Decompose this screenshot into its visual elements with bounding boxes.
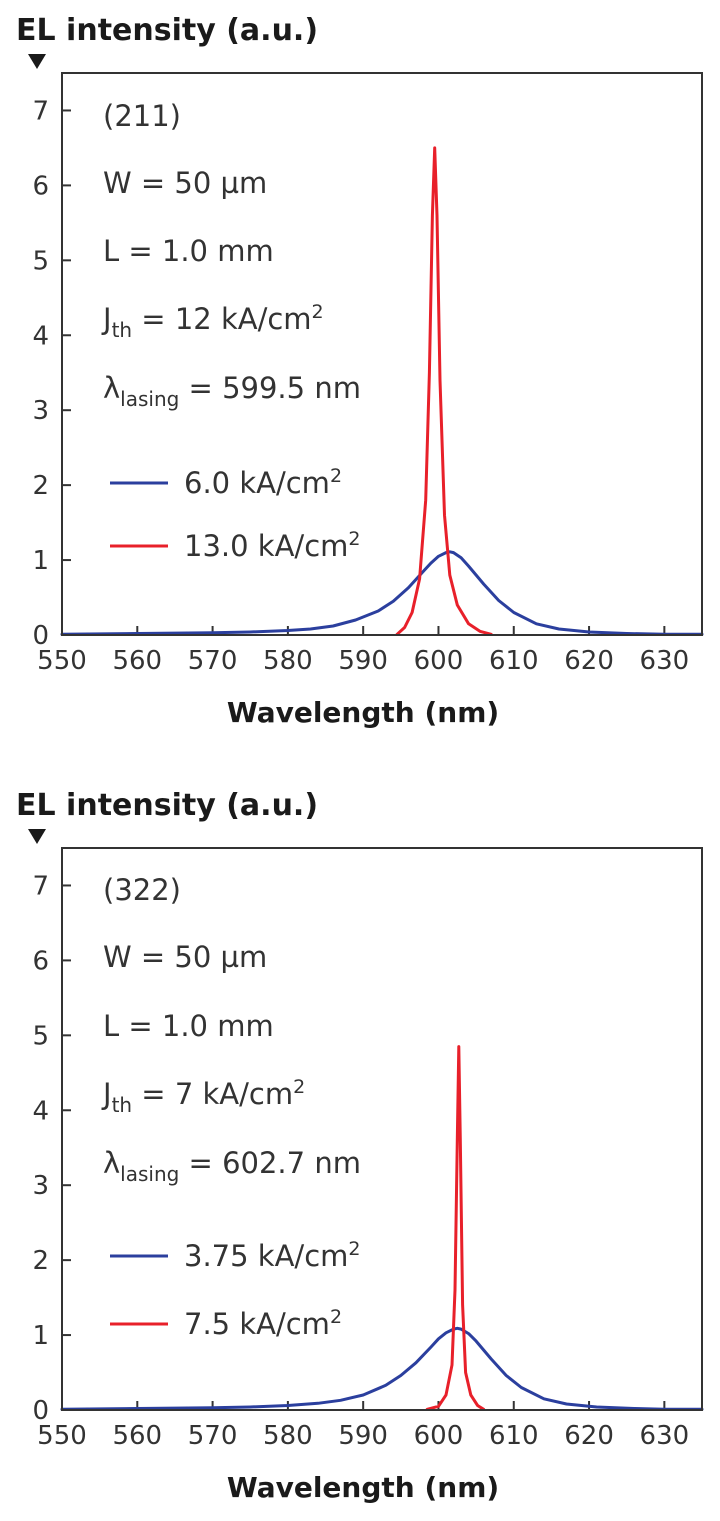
x-tick-label: 580 [263, 646, 313, 676]
x-tick-label: 550 [37, 1421, 87, 1451]
legend-superscript: 2 [330, 1306, 342, 1328]
lambda-value: = 599.5 nm [179, 371, 361, 405]
length-annotation: L = 1.0 mm [103, 234, 274, 268]
y-tick-label: 6 [32, 946, 49, 976]
x-tick-label: 620 [564, 1421, 614, 1451]
y-tick-label: 3 [32, 1171, 49, 1201]
x-tick-label: 600 [414, 646, 464, 676]
series-line-low-current [60, 1326, 704, 1411]
y-tick-label: 5 [32, 246, 49, 276]
sample-label: (322) [103, 873, 181, 907]
width-annotation: W = 50 µm [103, 940, 267, 974]
x-tick-label: 630 [640, 646, 690, 676]
legend-label-high: 13.0 kA/cm2 [184, 528, 360, 563]
threshold-value: = 7 kA/cm [132, 1077, 293, 1111]
y-tick-label: 0 [32, 1396, 49, 1426]
threshold-subscript: th [112, 318, 133, 342]
y-tick-label: 7 [32, 96, 49, 126]
y-tick-label: 0 [32, 621, 49, 651]
legend-text: 13.0 kA/cm [184, 529, 348, 563]
y-tick-label: 7 [32, 871, 49, 901]
y-tick-label: 2 [32, 471, 49, 501]
x-tick-label: 560 [112, 1421, 162, 1451]
threshold-symbol: J [101, 302, 112, 336]
threshold-superscript: 2 [293, 1076, 305, 1098]
y-tick-label: 1 [32, 546, 49, 576]
legend-label-low: 3.75 kA/cm2 [184, 1238, 360, 1273]
x-axis-label: Wavelength (nm) [227, 696, 499, 729]
x-tick-label: 580 [263, 1421, 313, 1451]
y-axis-arrow-icon [28, 829, 46, 844]
lambda-symbol: λ [103, 1146, 120, 1180]
lambda-subscript: lasing [120, 1162, 179, 1186]
lambda-value: = 602.7 nm [179, 1146, 361, 1180]
x-tick-label: 610 [489, 1421, 539, 1451]
threshold-superscript: 2 [312, 301, 324, 323]
length-annotation: L = 1.0 mm [103, 1009, 274, 1043]
legend-text: 6.0 kA/cm [184, 466, 330, 500]
x-tick-label: 610 [489, 646, 539, 676]
x-tick-label: 620 [564, 646, 614, 676]
legend-text: 3.75 kA/cm [184, 1239, 348, 1273]
chart-panel-322: EL intensity (a.u.) 0 1 2 3 4 5 6 7 550 560 570 580… [16, 788, 704, 1504]
y-tick-label: 4 [32, 321, 49, 351]
threshold-symbol: J [101, 1077, 112, 1111]
x-tick-label: 590 [338, 646, 388, 676]
x-tick-label: 560 [112, 646, 162, 676]
width-annotation: W = 50 µm [103, 166, 267, 200]
y-axis-label: EL intensity (a.u.) [16, 13, 318, 48]
threshold-annotation: Jth = 12 kA/cm2 [101, 301, 324, 342]
x-tick-label: 570 [188, 1421, 238, 1451]
plot-frame [61, 72, 703, 636]
lambda-subscript: lasing [120, 387, 179, 411]
y-tick-label: 1 [32, 1321, 49, 1351]
legend-superscript: 2 [330, 465, 342, 487]
chart-panel-211: EL intensity (a.u.) 0 1 2 3 4 5 6 7 550 560 570 580… [16, 13, 704, 729]
x-tick-label: 590 [338, 1421, 388, 1451]
sample-label: (211) [103, 99, 181, 133]
y-tick-label: 5 [32, 1021, 49, 1051]
x-tick-label: 570 [188, 646, 238, 676]
threshold-subscript: th [112, 1093, 133, 1117]
lambda-symbol: λ [103, 371, 120, 405]
legend-label-high: 7.5 kA/cm2 [184, 1306, 342, 1341]
plot-frame [61, 847, 703, 1411]
legend-label-low: 6.0 kA/cm2 [184, 465, 342, 500]
lasing-wavelength-annotation: λlasing = 599.5 nm [103, 371, 361, 411]
y-tick-label: 2 [32, 1246, 49, 1276]
lasing-wavelength-annotation: λlasing = 602.7 nm [103, 1146, 361, 1186]
series-line-low-current [60, 550, 704, 636]
legend-superscript: 2 [348, 1238, 360, 1260]
y-axis-arrow-icon [28, 54, 46, 69]
x-tick-label: 630 [640, 1421, 690, 1451]
x-axis-label: Wavelength (nm) [227, 1471, 499, 1504]
threshold-annotation: Jth = 7 kA/cm2 [101, 1076, 305, 1117]
y-tick-label: 6 [32, 171, 49, 201]
legend-superscript: 2 [348, 528, 360, 550]
series-line-high-current [425, 1045, 486, 1411]
legend-text: 7.5 kA/cm [184, 1307, 330, 1341]
threshold-value: = 12 kA/cm [132, 302, 311, 336]
x-tick-label: 600 [414, 1421, 464, 1451]
series-line-high-current [395, 146, 493, 636]
y-tick-label: 4 [32, 1096, 49, 1126]
y-axis-label: EL intensity (a.u.) [16, 788, 318, 823]
y-tick-label: 3 [32, 396, 49, 426]
x-tick-label: 550 [37, 646, 87, 676]
